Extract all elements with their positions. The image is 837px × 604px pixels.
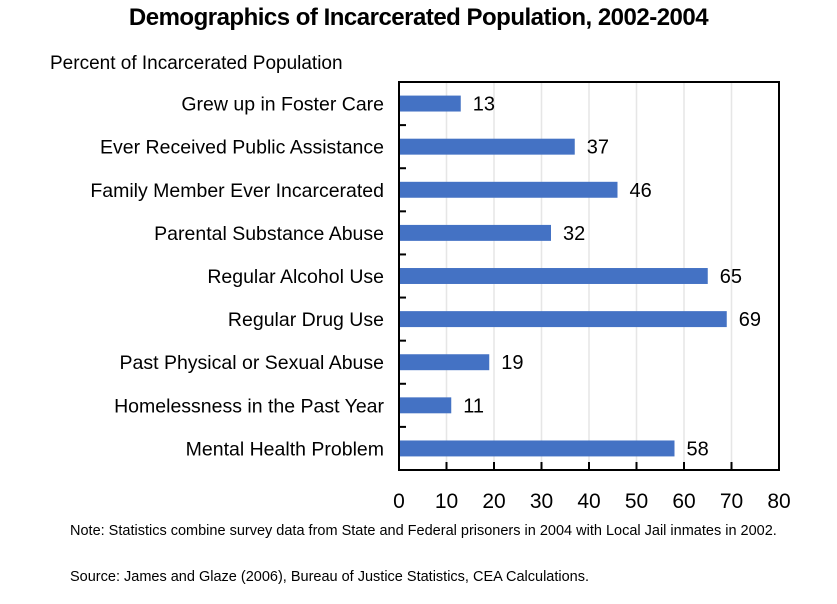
category-label: Ever Received Public Assistance [100, 137, 384, 159]
bar [399, 268, 708, 284]
x-tick-label: 60 [672, 490, 695, 513]
x-tick-label: 40 [577, 490, 600, 513]
y-axis-label: Percent of Incarcerated Population [50, 53, 343, 74]
bar [399, 224, 551, 241]
x-tick-label: 10 [435, 490, 458, 513]
bar [399, 181, 618, 198]
x-tick-label: 50 [625, 490, 648, 513]
bar [399, 311, 727, 328]
bar [399, 440, 675, 457]
data-label: 11 [463, 395, 484, 417]
chart-source: Source: James and Glaze (2006), Bureau o… [70, 569, 590, 585]
category-label: Family Member Ever Incarcerated [90, 180, 384, 202]
data-label: 19 [501, 352, 523, 374]
x-tick-label: 30 [530, 490, 553, 513]
x-tick-label: 20 [482, 490, 505, 513]
category-label: Regular Drug Use [228, 309, 384, 331]
x-tick-label: 70 [720, 490, 743, 513]
bar [399, 138, 575, 155]
bar [399, 95, 461, 112]
data-label: 46 [630, 180, 652, 202]
category-label: Parental Substance Abuse [154, 223, 384, 245]
category-label: Regular Alcohol Use [207, 266, 384, 288]
bar [399, 354, 490, 371]
category-label: Homelessness in the Past Year [114, 395, 384, 417]
data-label: 13 [473, 94, 495, 116]
chart-title: Demographics of Incarcerated Population,… [128, 4, 709, 31]
bar [399, 397, 452, 414]
category-label: Mental Health Problem [186, 438, 384, 460]
x-tick-label: 80 [767, 490, 790, 513]
data-label: 69 [739, 309, 761, 331]
data-label: 58 [687, 438, 709, 460]
data-label: 37 [587, 137, 609, 159]
category-label: Past Physical or Sexual Abuse [120, 352, 384, 374]
data-label: 32 [563, 223, 585, 245]
x-tick-label: 0 [393, 490, 405, 513]
chart-note: Note: Statistics combine survey data fro… [70, 523, 777, 539]
category-label: Grew up in Foster Care [181, 94, 384, 116]
data-label: 65 [720, 266, 742, 288]
